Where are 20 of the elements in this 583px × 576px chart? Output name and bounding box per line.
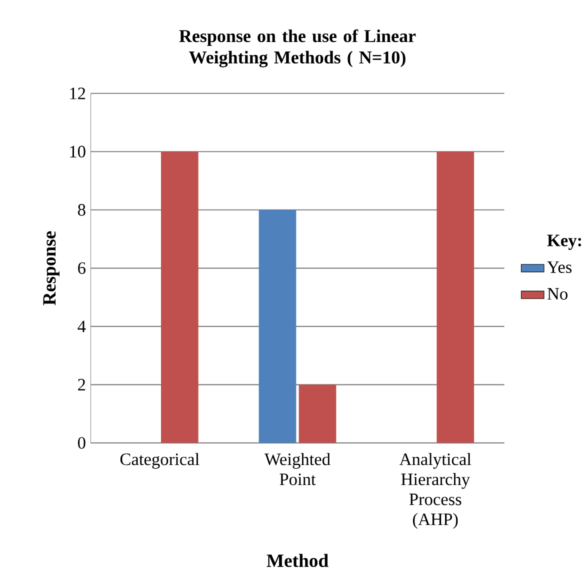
y-tick-label: 12 xyxy=(70,87,86,99)
bar xyxy=(436,151,474,443)
y-tick-label: 8 xyxy=(78,204,86,216)
y-tick-label: 6 xyxy=(78,262,86,274)
y-tick-label: 2 xyxy=(78,378,86,390)
x-axis-title: Method xyxy=(266,554,328,567)
x-tick-label: Weighted Point xyxy=(264,452,330,486)
y-tick-label: 0 xyxy=(78,436,86,449)
legend-title: Key: xyxy=(547,234,582,250)
legend-label: Yes xyxy=(547,261,572,273)
y-tick-label: 10 xyxy=(70,146,86,158)
bar xyxy=(160,151,198,443)
x-tick-label: Categorical xyxy=(120,452,200,469)
legend-label: No xyxy=(547,288,568,300)
chart-title: Response on the use of Linear Weighting Methods ( N=10) xyxy=(179,29,416,68)
bar xyxy=(298,384,336,443)
y-tick-label: 4 xyxy=(78,320,86,332)
bar xyxy=(258,210,296,443)
y-axis-title: Response xyxy=(43,231,60,306)
x-tick-label: Analytical Hierarchy Process (AHP) xyxy=(399,452,472,529)
